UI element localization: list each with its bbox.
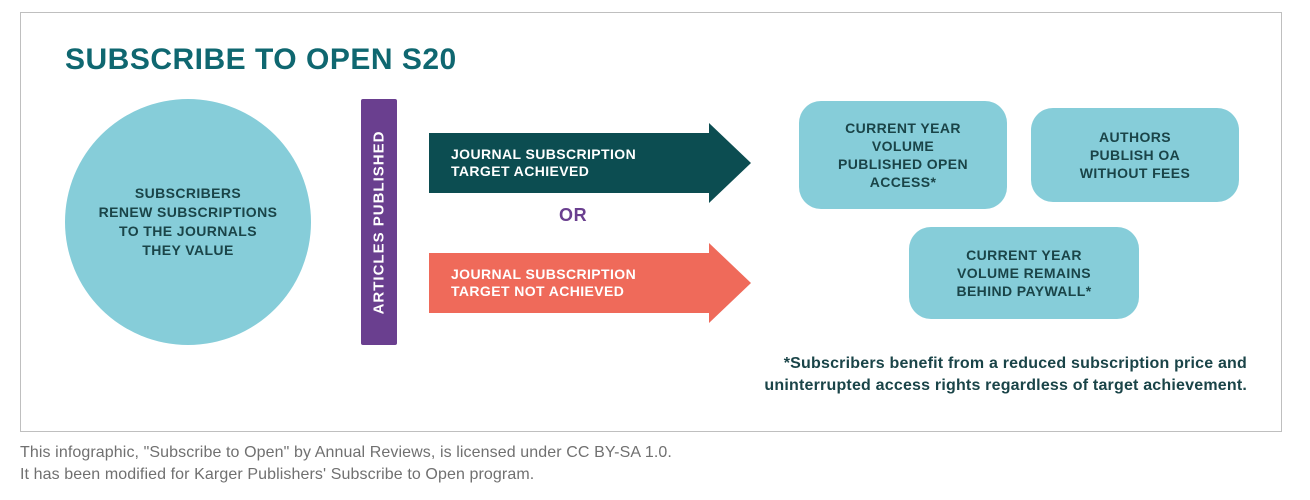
pill-paywall-text: CURRENT YEARVOLUME REMAINSBEHIND PAYWALL… [956,246,1091,301]
pill-open-access-text: CURRENT YEARVOLUMEPUBLISHED OPENACCESS* [838,119,968,192]
subscribers-circle-text: SUBSCRIBERSRENEW SUBSCRIPTIONSTO THE JOU… [99,184,278,260]
arrow-body-not-achieved: JOURNAL SUBSCRIPTIONTARGET NOT ACHIEVED [429,253,709,313]
infographic-title: SUBSCRIBE TO OPEN S20 [65,43,457,77]
footnote-text: *Subscribers benefit from a reduced subs… [547,353,1247,396]
arrow-text-achieved: JOURNAL SUBSCRIPTIONTARGET ACHIEVED [451,146,636,181]
arrow-target-achieved: JOURNAL SUBSCRIPTIONTARGET ACHIEVED [429,123,751,203]
pill-paywall: CURRENT YEARVOLUME REMAINSBEHIND PAYWALL… [909,227,1139,319]
pill-authors-oa: AUTHORSPUBLISH OAWITHOUT FEES [1031,108,1239,202]
infographic-frame: SUBSCRIBE TO OPEN S20 SUBSCRIBERSRENEW S… [20,12,1282,432]
subscribers-circle: SUBSCRIBERSRENEW SUBSCRIPTIONSTO THE JOU… [65,99,311,345]
arrow-head-not-achieved [709,243,751,323]
pill-open-access: CURRENT YEARVOLUMEPUBLISHED OPENACCESS* [799,101,1007,209]
articles-published-bar: ARTICLES PUBLISHED [361,99,397,345]
caption-line-2: It has been modified for Karger Publishe… [20,466,534,484]
arrow-text-not-achieved: JOURNAL SUBSCRIPTIONTARGET NOT ACHIEVED [451,266,636,301]
arrow-target-not-achieved: JOURNAL SUBSCRIPTIONTARGET NOT ACHIEVED [429,243,751,323]
arrow-head-achieved [709,123,751,203]
pill-authors-oa-text: AUTHORSPUBLISH OAWITHOUT FEES [1080,128,1191,183]
or-label: OR [559,205,587,226]
arrow-body-achieved: JOURNAL SUBSCRIPTIONTARGET ACHIEVED [429,133,709,193]
articles-published-label: ARTICLES PUBLISHED [371,130,388,314]
caption-line-1: This infographic, "Subscribe to Open" by… [20,444,672,462]
